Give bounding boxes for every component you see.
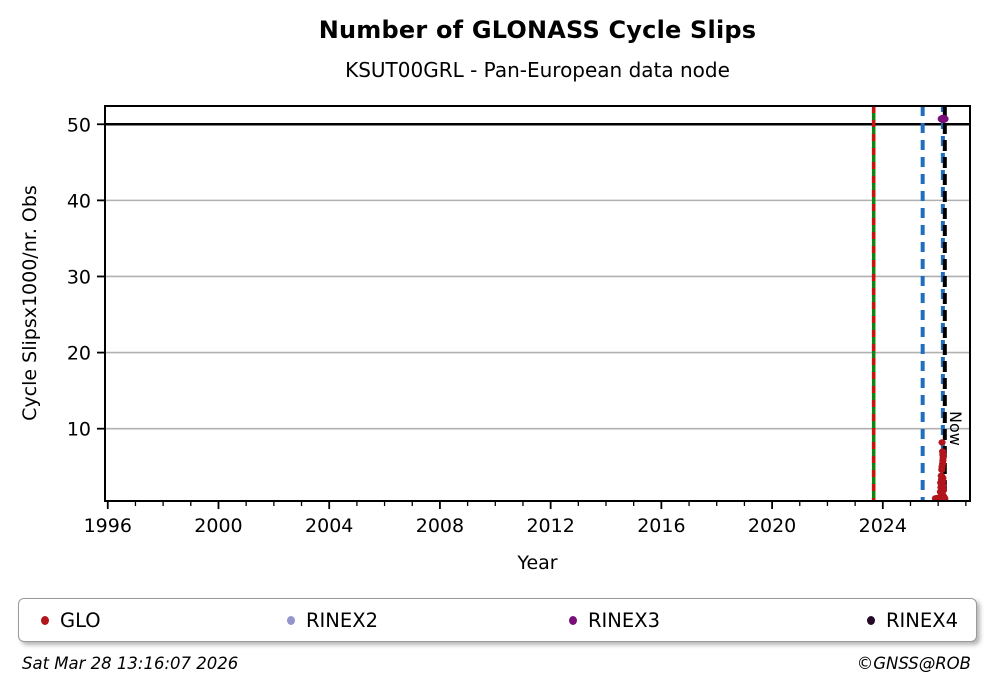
y-tick-label: 10 xyxy=(67,419,91,441)
x-tick-label: 2000 xyxy=(194,515,242,537)
chart-title: Number of GLONASS Cycle Slips xyxy=(318,16,757,44)
y-tick-label: 40 xyxy=(67,190,91,212)
legend-dot-glo-icon xyxy=(41,615,49,625)
legend: GLO RINEX2 RINEX3 RINEX4 xyxy=(18,598,977,642)
plot-border xyxy=(104,105,971,502)
data-point-glo xyxy=(938,466,946,473)
x-tick-label: 2016 xyxy=(637,515,685,537)
legend-label: RINEX3 xyxy=(588,608,660,632)
footer-timestamp: Sat Mar 28 13:16:07 2026 xyxy=(22,654,239,673)
x-axis-label: Year xyxy=(517,552,558,574)
legend-item-rinex3: RINEX3 xyxy=(569,599,660,641)
data-point-rinex3 xyxy=(937,114,949,124)
x-tick-label: 2012 xyxy=(526,515,574,537)
x-tick-label: 2024 xyxy=(859,515,907,537)
data-point-glo xyxy=(938,439,946,446)
x-tick-label: 2008 xyxy=(416,515,464,537)
x-tick-label: 2004 xyxy=(305,515,353,537)
footer-credit: ©GNSS@ROB xyxy=(856,654,971,673)
legend-label: RINEX4 xyxy=(886,608,958,632)
legend-item-glo: GLO xyxy=(41,599,101,641)
plot-area: 1996 2000 2004 2008 2012 2016 2020 2024 10 20 30 40… xyxy=(67,105,971,537)
legend-label: RINEX2 xyxy=(306,608,378,632)
y-tick-label: 50 xyxy=(67,114,91,136)
y-tick-label: 30 xyxy=(67,266,91,288)
legend-dot-rinex2-icon xyxy=(287,615,295,625)
legend-item-rinex4: RINEX4 xyxy=(867,599,958,641)
x-tick-label: 1996 xyxy=(84,515,132,537)
y-tick-label: 20 xyxy=(67,343,91,365)
legend-dot-rinex4-icon xyxy=(867,615,875,625)
now-annotation: Now xyxy=(946,411,965,446)
chart-subtitle: KSUT00GRL - Pan-European data node xyxy=(345,58,730,82)
legend-dot-rinex3-icon xyxy=(569,615,577,625)
legend-item-rinex2: RINEX2 xyxy=(287,599,378,641)
legend-label: GLO xyxy=(60,608,101,632)
x-tick-label: 2020 xyxy=(748,515,796,537)
